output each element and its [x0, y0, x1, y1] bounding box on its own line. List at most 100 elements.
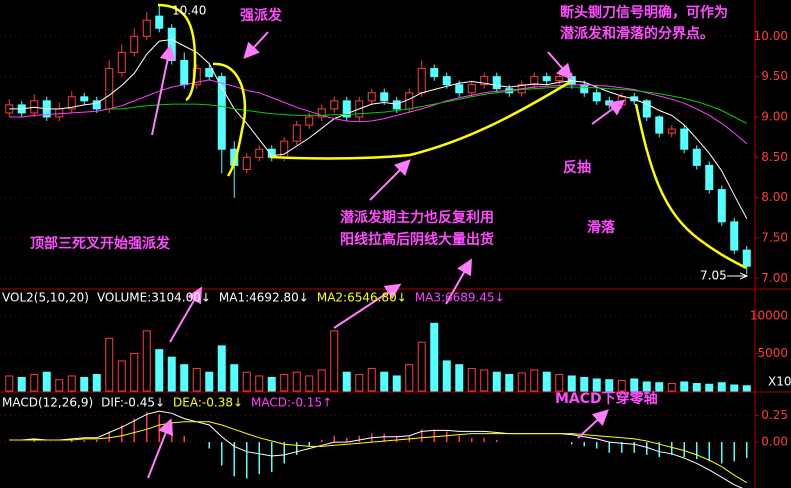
indicator-line [9, 421, 748, 484]
candle-body [130, 35, 139, 53]
y-tick-label: 7.00 [761, 271, 788, 285]
volume-bar [17, 376, 26, 392]
header-item: MACD:-0.15↑ [251, 396, 332, 410]
volume-bar [392, 375, 401, 392]
volume-bar [217, 345, 226, 392]
volume-bar [705, 383, 714, 392]
annotation: 强派发 [240, 7, 283, 24]
candle-body [442, 76, 451, 86]
volume-bar [430, 322, 439, 392]
candle-body [117, 51, 126, 74]
volume-bar [367, 367, 376, 392]
candle-body [492, 76, 501, 90]
volume-bar [742, 385, 751, 392]
candle-body [680, 128, 689, 150]
candle-body [80, 96, 89, 102]
candle-body [542, 76, 551, 82]
candle-body [555, 76, 564, 82]
yellow-curves [157, 3, 747, 270]
volume-bar [117, 360, 126, 392]
price-label: 7.05 [700, 269, 727, 283]
volume-bar [5, 375, 14, 392]
volume-bar [155, 349, 164, 392]
candle-body [142, 19, 151, 37]
indicator-line [9, 38, 748, 219]
volume-bar [267, 376, 276, 392]
volume-bar [80, 376, 89, 392]
volume-bar [242, 371, 251, 392]
unit-label: X10 [768, 375, 791, 389]
candle-body [530, 76, 539, 86]
candle-body [455, 84, 464, 94]
volume-bar [617, 379, 626, 392]
candle-body [742, 249, 751, 267]
volume-bar [192, 367, 201, 392]
volume-bar [30, 373, 39, 392]
header-item: MA2:6546.80↓ [317, 291, 407, 305]
volume-bar [92, 373, 101, 392]
volume-bar [642, 381, 651, 392]
volume-bar [692, 382, 701, 392]
y-tick-label: 0.00 [761, 435, 788, 449]
candle-body [380, 92, 389, 102]
annotation: 断头铡刀信号明确，可作为 [560, 4, 728, 21]
volume-bar [130, 352, 139, 392]
volume-bar [480, 369, 489, 392]
volume-bar [405, 364, 414, 392]
header-item: DIF:-0.45↓ [101, 396, 165, 410]
volume-bar [505, 373, 514, 392]
volume-bar [592, 378, 601, 392]
y-tick-label: 10.00 [754, 29, 788, 43]
header-item: VOLUME:3104.00↓ [97, 291, 211, 305]
volume-bar [655, 382, 664, 392]
annotation: 潜派发期主力也反复利用 [340, 209, 494, 226]
candle-body [67, 96, 76, 110]
volume-bar [517, 372, 526, 392]
indicator-line [9, 79, 748, 144]
volume-bar [680, 381, 689, 392]
candle-body [430, 68, 439, 78]
candle-body [292, 124, 301, 142]
candle-body [405, 92, 414, 110]
volume-bar [730, 384, 739, 392]
y-tick-label: 0.25 [761, 408, 788, 422]
volume-bar [230, 364, 239, 392]
candle-body [242, 156, 251, 170]
annotation: 潜派发和滑落的分界点。 [560, 25, 714, 42]
volume-bar [455, 364, 464, 392]
volume-bar [717, 382, 726, 392]
candle-body [392, 100, 401, 110]
candle-body [155, 15, 164, 29]
header-item: MA3:6689.45↓ [415, 291, 505, 305]
volume-bar [630, 378, 639, 392]
indicator-line [109, 86, 748, 124]
annotation: 滑落 [587, 219, 616, 236]
annotation: 阳线拉高后阴线大量出货 [340, 231, 494, 248]
volume-bar [530, 369, 539, 392]
candle-body [217, 76, 226, 150]
annotation: 反抽 [563, 159, 591, 176]
candle-body [592, 92, 601, 102]
volume-bar [605, 379, 614, 392]
candle-body [705, 164, 714, 191]
candle-body [330, 100, 339, 110]
volume-bar [280, 373, 289, 392]
price-label: 10.40 [172, 4, 206, 18]
pink-arrows [147, 31, 626, 479]
volume-bar [67, 375, 76, 392]
candle-body [255, 148, 264, 158]
volume-bar [667, 382, 676, 392]
texts: 7.00 7.50 8.00 8.50 9.00 9.50 10.00 10.40 7.05 强派… [2, 4, 791, 449]
candle-body [367, 92, 376, 102]
volume-bar [417, 341, 426, 392]
volume-bar [492, 371, 501, 392]
annotation: 顶部三死叉开始强派发 [30, 235, 171, 252]
y-tick-label: 5000 [757, 346, 788, 360]
indicator-line [9, 410, 744, 488]
y-tick-label: 8.50 [761, 150, 788, 164]
candle-body [205, 68, 214, 78]
volume-bar [142, 330, 151, 392]
